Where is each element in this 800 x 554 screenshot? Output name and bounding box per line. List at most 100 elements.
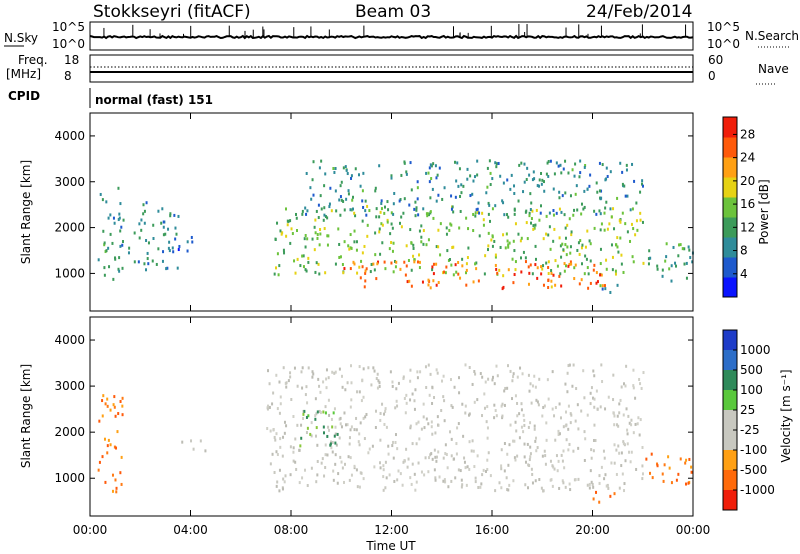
velocity-cell	[316, 443, 319, 447]
velocity-cell	[435, 368, 438, 372]
power-cell	[608, 222, 611, 226]
velocity-cell	[577, 446, 580, 450]
power-cell	[101, 198, 104, 202]
power-cell	[639, 218, 642, 222]
velocity-cell	[334, 425, 337, 429]
power-cell	[340, 198, 343, 202]
velocity-cell	[334, 462, 337, 466]
power-cell	[395, 260, 398, 264]
time-axis-label: Time UT	[365, 539, 416, 553]
power-cell	[520, 270, 523, 274]
power-cell	[341, 263, 344, 267]
power-cell	[445, 265, 448, 269]
power-cell	[435, 245, 438, 249]
power-cell	[295, 212, 298, 216]
power-cell	[617, 250, 620, 254]
velocity-cell	[437, 423, 440, 427]
velocity-cell	[358, 390, 361, 394]
velocity-cell	[598, 481, 601, 485]
velocity-cell	[582, 369, 585, 373]
power-cell	[437, 280, 440, 284]
power-cell	[313, 248, 316, 252]
power-cell	[384, 267, 387, 271]
velocity-cell	[316, 473, 319, 477]
velocity-cell	[609, 494, 612, 498]
velocity-cell	[314, 414, 317, 418]
velocity-cell	[379, 438, 382, 442]
velocity-cell	[300, 423, 303, 427]
power-cell	[528, 211, 531, 215]
velocity-cell	[640, 386, 643, 390]
power-cell	[320, 207, 323, 211]
velocity-cell	[444, 480, 447, 484]
power-cell	[157, 209, 160, 213]
power-cell	[105, 200, 108, 204]
velocity-colorbar-segment	[723, 450, 737, 471]
power-cell	[465, 271, 468, 275]
power-cell	[476, 207, 479, 211]
velocity-cell	[634, 422, 637, 426]
power-cell	[438, 166, 441, 170]
velocity-cell	[333, 434, 336, 438]
power-cell	[689, 256, 692, 260]
power-cell	[447, 258, 450, 262]
velocity-cell	[419, 370, 422, 374]
power-cell	[363, 285, 366, 289]
power-colorbar-tick-label: 12	[740, 220, 755, 234]
power-cell	[540, 171, 543, 175]
velocity-cell	[101, 399, 104, 403]
power-cell	[580, 212, 583, 216]
velocity-cell	[338, 367, 341, 371]
velocity-cell	[566, 371, 569, 375]
velocity-colorbar-tick-label: 500	[740, 363, 763, 377]
velocity-cell	[459, 469, 462, 473]
velocity-ylabel: Slant Range [km]	[19, 364, 33, 468]
power-cell	[495, 162, 498, 166]
power-cell	[564, 191, 567, 195]
power-cell	[418, 253, 421, 257]
power-cell	[552, 213, 555, 217]
velocity-cell	[630, 418, 633, 422]
power-cell	[586, 266, 589, 270]
velocity-cell	[651, 476, 654, 480]
power-cell	[547, 266, 550, 270]
power-cell	[305, 269, 308, 273]
power-cell	[432, 272, 435, 276]
power-cell	[437, 228, 440, 232]
power-cell	[494, 255, 497, 259]
velocity-cell	[464, 404, 467, 408]
power-cell	[349, 246, 352, 250]
power-cell	[523, 162, 526, 166]
velocity-cell	[607, 395, 610, 399]
power-cell	[427, 283, 430, 287]
velocity-cell	[565, 410, 568, 414]
power-cell	[458, 226, 461, 230]
velocity-cell	[387, 444, 390, 448]
power-cell	[311, 237, 314, 241]
power-cell	[540, 204, 543, 208]
power-cell	[493, 239, 496, 243]
power-cell	[487, 244, 490, 248]
power-cell	[429, 210, 432, 214]
velocity-cell	[121, 413, 124, 417]
power-cell	[589, 173, 592, 177]
velocity-cell	[385, 425, 388, 429]
power-cell	[631, 162, 634, 166]
power-cell	[352, 260, 355, 264]
x-tick-label: 00:00	[73, 523, 108, 537]
power-cell	[127, 251, 130, 255]
velocity-ytick-label: 1000	[54, 471, 85, 485]
velocity-cell	[543, 404, 546, 408]
power-cell	[452, 245, 455, 249]
power-cell	[499, 174, 502, 178]
velocity-cell	[341, 466, 344, 470]
power-cell	[474, 214, 477, 218]
power-cell	[672, 245, 675, 249]
velocity-cell	[580, 409, 583, 413]
power-cell	[605, 177, 608, 181]
power-cell	[549, 159, 552, 163]
velocity-cell	[572, 449, 575, 453]
power-cell	[545, 172, 548, 176]
power-cell	[345, 197, 348, 201]
velocity-cell	[294, 460, 297, 464]
